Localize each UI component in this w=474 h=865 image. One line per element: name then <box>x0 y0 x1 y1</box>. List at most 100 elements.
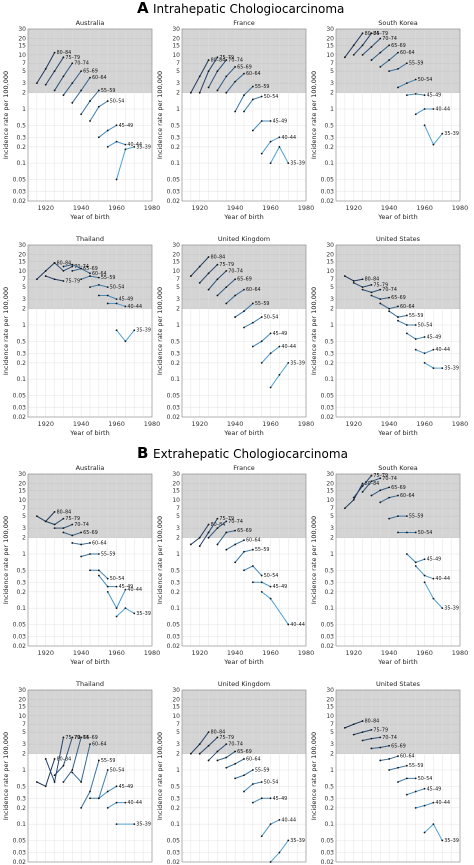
data-point <box>189 91 192 94</box>
data-point <box>35 82 38 85</box>
y-tick-label: 0.2 <box>170 360 180 367</box>
data-point <box>251 345 254 348</box>
data-point <box>251 548 254 551</box>
data-point <box>243 790 245 793</box>
y-tick-label: 0.1 <box>324 160 334 167</box>
data-point <box>106 129 109 132</box>
y-tick-label: 0.03 <box>321 849 335 856</box>
series-label: 60–64 <box>92 75 107 81</box>
series-label: 70–74 <box>382 735 397 741</box>
panel-title: Thailand <box>75 235 104 243</box>
section-b-letter: B <box>137 444 148 462</box>
data-point <box>352 498 355 501</box>
data-point <box>287 162 290 165</box>
y-tick-label: 1 <box>176 106 180 113</box>
data-point <box>432 823 435 826</box>
y-tick-label: 0.3 <box>170 579 180 586</box>
data-point <box>225 520 228 523</box>
data-point <box>397 766 399 769</box>
data-point <box>370 46 373 48</box>
y-tick-label: 0.03 <box>13 633 27 640</box>
y-tick-label: 15 <box>326 703 334 710</box>
data-point <box>106 590 109 593</box>
y-tick-label: 30 <box>18 26 26 33</box>
y-tick-label: 10 <box>18 497 26 504</box>
data-point <box>97 574 100 577</box>
x-tick-label: 1920 <box>191 420 208 428</box>
data-point <box>405 324 408 326</box>
data-point <box>243 310 245 313</box>
series-label: 70–74 <box>228 268 243 274</box>
data-point <box>225 766 228 769</box>
y-tick-label: 0.05 <box>13 621 27 628</box>
data-point <box>388 44 391 47</box>
data-point <box>278 145 281 148</box>
series-label: 50–54 <box>110 285 125 291</box>
y-tick-label: 2 <box>330 306 334 313</box>
y-tick-label: 0.5 <box>170 783 180 790</box>
data-point <box>234 762 237 765</box>
y-tick-label: 0.5 <box>324 783 334 790</box>
data-point <box>397 316 399 318</box>
data-point <box>225 91 228 94</box>
data-point <box>287 839 290 842</box>
y-tick-label: 0.02 <box>13 414 27 421</box>
data-point <box>388 496 391 499</box>
y-tick-label: 5 <box>176 513 180 520</box>
data-point <box>234 529 237 532</box>
y-tick-label: 30 <box>326 26 334 33</box>
series-label: 70–74 <box>74 264 89 270</box>
series-label: 40–44 <box>435 576 450 582</box>
data-point <box>97 136 100 139</box>
data-point <box>379 477 382 480</box>
x-tick-label: 1960 <box>108 649 125 657</box>
y-tick-label: 10 <box>326 497 334 504</box>
data-point <box>414 806 417 809</box>
data-point <box>216 759 219 762</box>
series-label: 45–49 <box>427 93 442 99</box>
y-tick-label: 7 <box>330 60 334 67</box>
data-point <box>251 302 254 305</box>
data-point <box>397 51 399 54</box>
y-tick-label: 0.03 <box>13 849 27 856</box>
x-tick-label: 1920 <box>191 649 208 657</box>
y-tick-label: 10 <box>18 268 26 275</box>
y-tick-label: 0.3 <box>16 134 26 141</box>
x-tick-label: 1960 <box>108 420 125 428</box>
y-tick-label: 0.03 <box>13 404 27 411</box>
data-point <box>216 70 219 73</box>
y-tick-label: 0.3 <box>16 795 26 802</box>
series-label: 65–69 <box>237 277 252 283</box>
y-tick-label: 2 <box>330 751 334 758</box>
data-point <box>115 298 118 301</box>
data-point <box>80 531 83 534</box>
data-point <box>53 51 56 54</box>
y-tick-label: 0.03 <box>321 633 335 640</box>
panel-title: United Kingdom <box>218 680 270 688</box>
y-tick-label: 0.1 <box>324 376 334 383</box>
data-point <box>89 286 91 289</box>
y-tick-label: 30 <box>172 26 180 33</box>
series-label: 35–39 <box>290 838 305 844</box>
data-point <box>207 531 210 534</box>
data-point <box>133 823 136 826</box>
y-tick-label: 15 <box>326 42 334 49</box>
data-point <box>124 143 127 146</box>
x-tick-label: 1980 <box>452 649 469 657</box>
data-point <box>414 561 417 564</box>
y-tick-label: 0.1 <box>170 821 180 828</box>
x-tick-label: 1940 <box>73 420 90 428</box>
data-point <box>441 367 444 369</box>
series-label: 65–69 <box>391 743 406 749</box>
data-point <box>124 607 127 610</box>
data-point <box>198 281 201 284</box>
series-label: 65–69 <box>83 735 98 741</box>
data-point <box>251 321 254 324</box>
series-label: 65–69 <box>237 528 252 534</box>
panel-title: Australia <box>76 464 105 472</box>
y-tick-label: 3 <box>22 525 26 532</box>
y-tick-label: 2 <box>176 535 180 542</box>
series-label: 45–49 <box>273 331 288 337</box>
data-point <box>115 823 118 826</box>
